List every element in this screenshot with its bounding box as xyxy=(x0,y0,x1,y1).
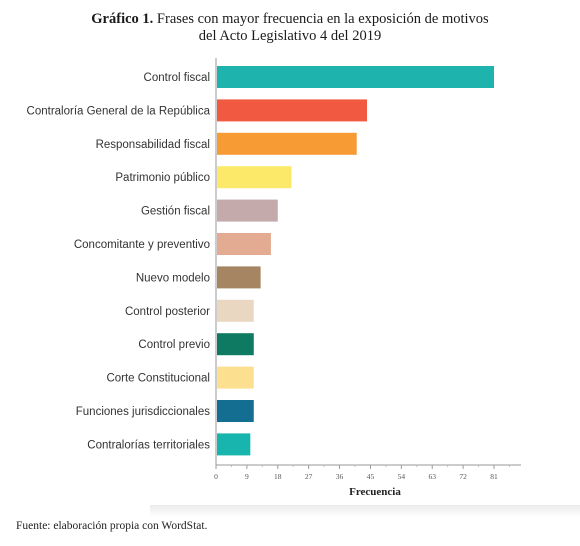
x-tick-label: 0 xyxy=(214,472,218,481)
x-tick-label: 63 xyxy=(428,472,436,481)
bar xyxy=(217,266,261,289)
category-label: Control previo xyxy=(138,339,210,351)
x-tick-label: 9 xyxy=(245,472,249,481)
category-label: Responsabilidad fiscal xyxy=(96,139,210,151)
x-tick-label: 72 xyxy=(459,472,467,481)
bar xyxy=(217,132,357,155)
x-tick-label: 54 xyxy=(398,472,406,481)
x-tick-label: 18 xyxy=(274,472,282,481)
category-label: Gestión fiscal xyxy=(141,206,210,218)
bar xyxy=(217,333,254,356)
category-label: Patrimonio público xyxy=(115,172,210,184)
bar xyxy=(217,166,292,189)
category-labels: Control fiscal Contraloría General de la … xyxy=(27,72,211,451)
category-label: Contralorías territoriales xyxy=(87,439,210,451)
category-label: Corte Constitucional xyxy=(106,373,210,385)
page-shadow xyxy=(150,505,580,517)
x-tick-label: 45 xyxy=(367,472,375,481)
bar xyxy=(217,99,368,122)
x-tick-label: 81 xyxy=(490,472,498,481)
category-label: Concomitante y preventivo xyxy=(74,239,210,251)
chart-title-line2: del Acto Legislativo 4 del 2019 xyxy=(198,28,382,44)
x-axis-title: Frecuencia xyxy=(349,486,401,498)
category-label: Control posterior xyxy=(125,306,210,318)
chart-title-line1: Frases con mayor frecuencia en la exposi… xyxy=(156,11,489,27)
category-label: Nuevo modelo xyxy=(136,272,210,284)
bar xyxy=(217,233,271,255)
bar xyxy=(217,199,278,222)
x-tick-label: 27 xyxy=(305,472,313,481)
bar xyxy=(217,400,254,422)
bar xyxy=(217,366,254,389)
category-label: Funciones jurisdiccionales xyxy=(76,406,210,418)
bars-layer xyxy=(217,66,494,456)
bar xyxy=(217,433,251,456)
source-note: Fuente: elaboración propia con WordStat. xyxy=(16,520,208,532)
chart-title-lead: Gráfico 1. xyxy=(91,11,154,27)
category-label: Contraloría General de la República xyxy=(27,105,211,117)
bar xyxy=(217,66,494,88)
category-label: Control fiscal xyxy=(144,72,210,84)
chart-title: Gráfico 1. Frases con mayor frecuencia e… xyxy=(0,11,580,45)
bar xyxy=(217,299,254,322)
x-axis: 0 9 18 27 36 45 54 63 72 81 Frecuencia xyxy=(214,58,521,498)
x-tick-label: 36 xyxy=(336,472,344,481)
